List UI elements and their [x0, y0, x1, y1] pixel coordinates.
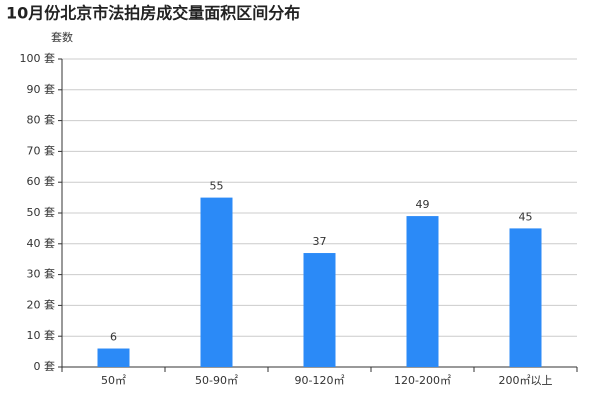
x-tick-label: 90-120㎡ — [295, 374, 345, 387]
data-label: 55 — [210, 180, 224, 193]
y-tick-label: 90 套 — [27, 83, 56, 96]
y-tick-label: 80 套 — [27, 114, 56, 127]
data-label: 49 — [416, 198, 430, 211]
data-label: 37 — [313, 235, 327, 248]
x-tick-label: 120-200㎡ — [394, 374, 451, 387]
y-tick-label: 100 套 — [20, 52, 56, 65]
chart-title: 10月份北京市法拍房成交量面积区间分布 — [6, 4, 300, 23]
y-tick-label: 70 套 — [27, 144, 56, 157]
x-tick-label: 50-90㎡ — [195, 374, 238, 387]
y-axis-label: 套数 — [51, 31, 73, 44]
bar — [406, 216, 439, 367]
y-tick-label: 10 套 — [27, 329, 56, 342]
y-tick-label: 40 套 — [27, 237, 56, 250]
x-tick-label: 50㎡ — [101, 374, 126, 387]
x-tick-label: 200㎡以上 — [499, 374, 553, 387]
bar — [200, 197, 233, 367]
y-tick-label: 50 套 — [27, 206, 56, 219]
y-tick-label: 30 套 — [27, 268, 56, 281]
bar — [303, 253, 336, 367]
data-label: 45 — [519, 210, 533, 223]
y-tick-label: 60 套 — [27, 175, 56, 188]
y-tick-label: 0 套 — [34, 360, 56, 373]
data-label: 6 — [110, 331, 117, 344]
y-tick-label: 20 套 — [27, 298, 56, 311]
bar — [509, 228, 542, 367]
bar — [97, 348, 130, 367]
